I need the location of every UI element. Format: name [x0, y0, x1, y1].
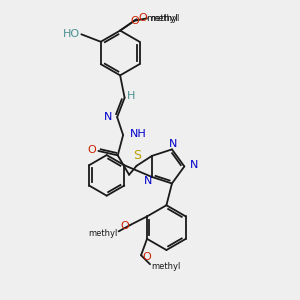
- Text: O: O: [87, 145, 96, 155]
- Text: methyl: methyl: [88, 229, 118, 238]
- Text: N: N: [190, 160, 198, 170]
- Text: O: O: [130, 16, 139, 26]
- Text: methyl: methyl: [150, 14, 179, 23]
- Text: methyl: methyl: [146, 14, 178, 22]
- Text: methyl: methyl: [151, 262, 180, 271]
- Text: N: N: [144, 176, 152, 186]
- Text: O: O: [142, 252, 151, 262]
- Text: H: H: [127, 91, 135, 101]
- Text: N: N: [103, 112, 112, 122]
- Text: NH: NH: [130, 130, 146, 140]
- Text: O: O: [138, 13, 147, 23]
- Text: HO: HO: [63, 29, 80, 39]
- Text: S: S: [133, 149, 141, 162]
- Text: O: O: [121, 221, 129, 231]
- Text: N: N: [169, 139, 178, 149]
